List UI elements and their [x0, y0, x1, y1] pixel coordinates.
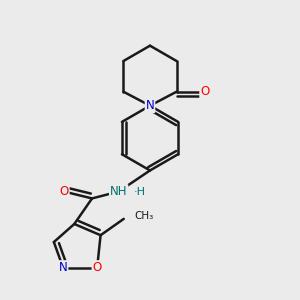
Text: O: O: [92, 261, 102, 274]
Text: N: N: [59, 261, 68, 274]
Text: O: O: [59, 185, 69, 198]
Text: ·H: ·H: [134, 187, 146, 197]
Text: N: N: [146, 99, 154, 112]
Text: O: O: [200, 85, 209, 98]
Text: NH: NH: [110, 185, 128, 198]
Text: CH₃: CH₃: [135, 211, 154, 221]
